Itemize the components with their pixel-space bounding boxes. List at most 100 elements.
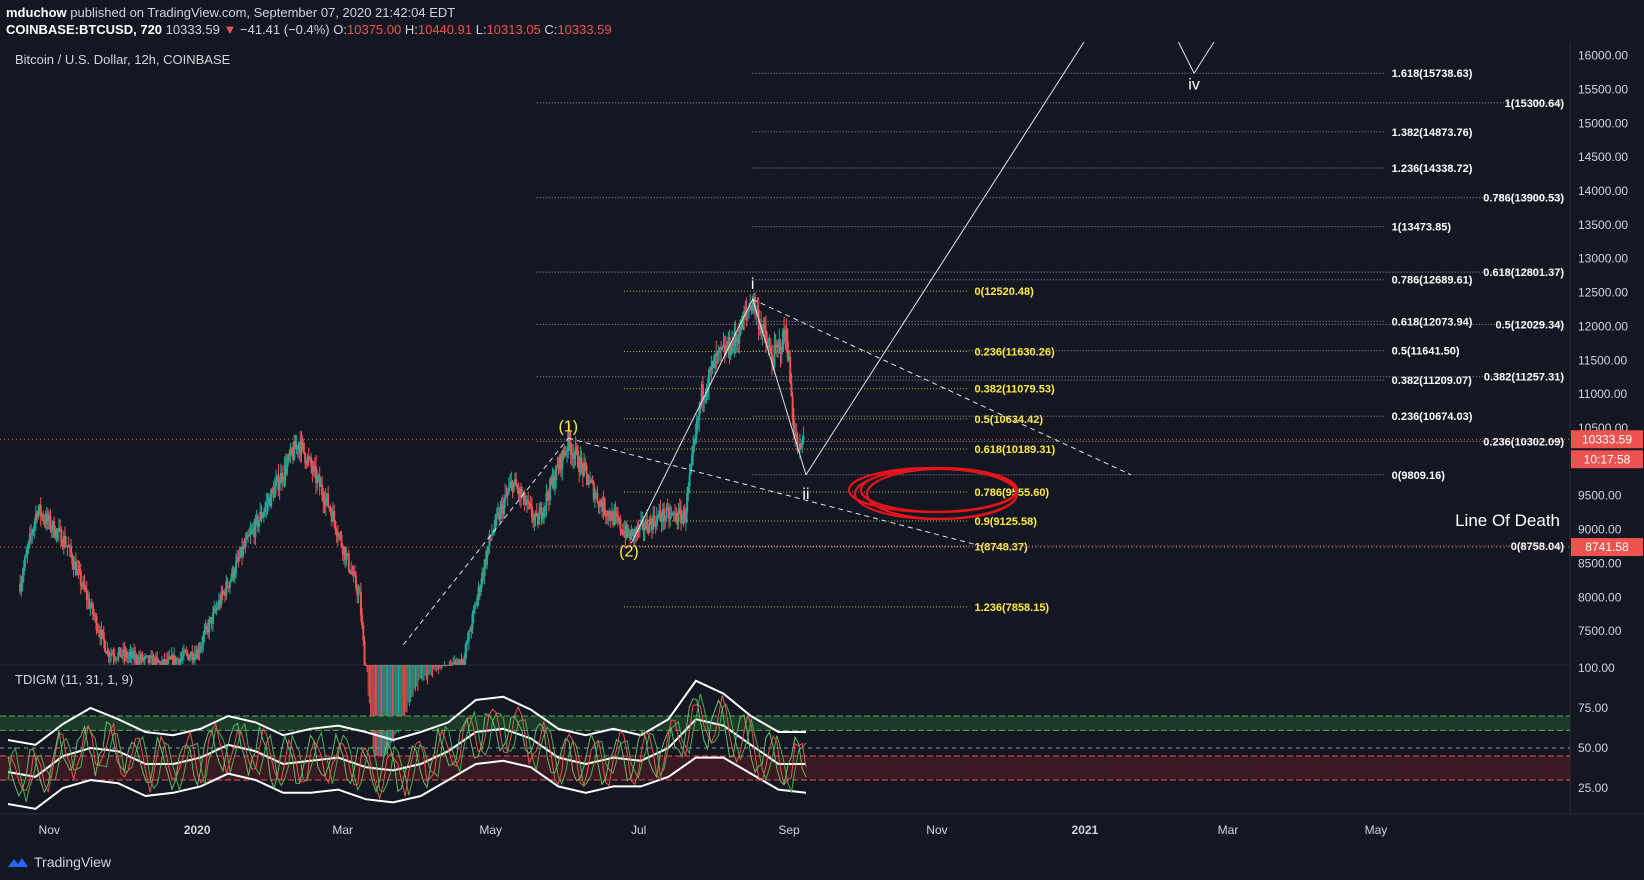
candle-body: [461, 659, 464, 664]
candle-body: [221, 591, 224, 594]
candle-body: [403, 665, 406, 666]
candle-body: [228, 581, 231, 588]
candle-body: [201, 644, 204, 647]
candle-body: [382, 665, 385, 666]
candle-body: [587, 483, 590, 485]
candle-body: [256, 516, 259, 527]
indicator-y-tick: 50.00: [1578, 741, 1608, 755]
candle-body: [398, 665, 401, 666]
candle-body: [369, 665, 372, 666]
candle-body: [666, 507, 669, 509]
candle-body: [500, 504, 503, 508]
candle-body: [163, 659, 166, 665]
candle-body: [738, 334, 741, 344]
candle-body: [460, 659, 463, 665]
candle-body: [53, 520, 56, 537]
candle-body: [769, 347, 772, 355]
candle-body: [727, 336, 730, 351]
candle-body: [99, 633, 102, 639]
candle-body: [494, 515, 497, 529]
candle-body: [627, 533, 630, 536]
candle-body: [258, 520, 261, 527]
last-price: 10333.59: [165, 22, 220, 37]
candle-body: [629, 533, 632, 540]
candle-body: [459, 659, 462, 665]
candle-body: [756, 309, 759, 311]
candle-body: [91, 603, 94, 615]
candle-body: [302, 442, 305, 453]
candle-body: [529, 503, 532, 507]
candle-body: [418, 665, 421, 666]
candle-body: [184, 650, 187, 653]
candle-body: [754, 297, 757, 313]
open-label: O:: [333, 22, 347, 37]
indicator-title: TDIGM (11, 31, 1, 9): [15, 672, 133, 687]
candle-body: [218, 600, 221, 608]
candle-body: [158, 662, 161, 664]
candle-body: [495, 514, 498, 516]
candle-body: [636, 525, 639, 533]
candle-body: [597, 502, 600, 508]
candle-body: [663, 509, 666, 521]
candle-body: [339, 533, 342, 536]
candle-body: [596, 493, 599, 503]
candle-body: [503, 501, 506, 515]
x-tick-label: Sep: [778, 823, 800, 837]
candle-body: [606, 514, 609, 517]
candle-body: [482, 572, 485, 576]
y-tick-label: 13000.00: [1578, 252, 1628, 266]
candle-body: [614, 512, 617, 515]
candle-body: [124, 651, 127, 657]
candle-body: [114, 658, 117, 660]
fib-extension-label: 1.382(14873.76): [1392, 127, 1473, 139]
candle-body: [591, 480, 594, 483]
symbol-label[interactable]: COINBASE:BTCUSD, 720: [6, 22, 163, 37]
candle-body: [97, 630, 100, 634]
candle-body: [332, 511, 335, 522]
candle-body: [496, 512, 499, 515]
candle-body: [478, 587, 481, 593]
candle-body: [310, 457, 313, 467]
candle-body: [142, 659, 145, 661]
candle-body: [490, 534, 493, 537]
fib-extension-label: 0.236(10674.03): [1392, 411, 1473, 423]
candle-body: [327, 493, 330, 507]
candle-body: [373, 665, 376, 666]
candle-body: [711, 361, 714, 367]
candle-body: [71, 554, 74, 564]
y-tick-label: 14500.00: [1578, 150, 1628, 164]
candle-body: [182, 650, 185, 656]
candle-body: [718, 347, 721, 350]
candle-body: [289, 448, 292, 457]
candle-body: [600, 500, 603, 506]
candle-body: [367, 665, 370, 666]
candle-body: [129, 651, 132, 655]
candle-body: [285, 462, 288, 475]
candle-body: [532, 517, 535, 521]
candle-body: [658, 510, 661, 516]
candle-body: [298, 442, 301, 450]
candle-body: [595, 493, 598, 496]
author-name[interactable]: mduchow: [6, 5, 67, 20]
candle-body: [623, 531, 626, 535]
candle-body: [93, 614, 96, 617]
candle-body: [544, 505, 547, 508]
candle-body: [399, 665, 402, 666]
candle-body: [647, 529, 650, 533]
candle-body: [355, 575, 358, 589]
candle-body: [368, 665, 371, 666]
candle-body: [232, 568, 235, 578]
candle-body: [311, 466, 314, 472]
candle-body: [32, 528, 35, 533]
candle-body: [207, 626, 210, 633]
candle-body: [786, 341, 789, 360]
candle-body: [340, 535, 343, 546]
candle-body: [584, 462, 587, 466]
fib-extension-label: 0.786(12689.61): [1392, 275, 1473, 287]
candle-body: [119, 647, 122, 658]
candle-body: [695, 420, 698, 435]
candle-body: [248, 534, 251, 537]
candle-body: [684, 512, 687, 523]
candle-body: [438, 665, 441, 666]
